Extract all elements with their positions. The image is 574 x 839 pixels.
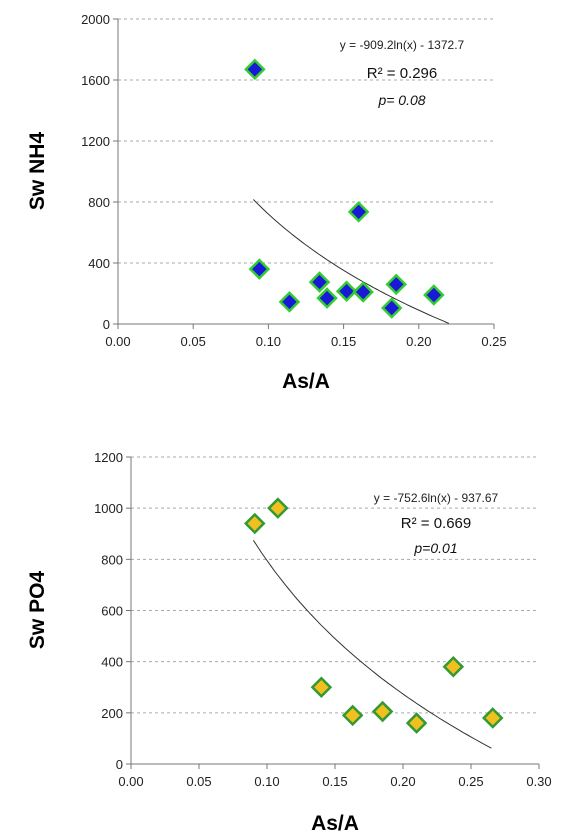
data-point: [244, 58, 266, 81]
x-tick-label: 0.05: [181, 334, 206, 349]
chart-1: 0 400 800 1200 1600 2000 0.00 0.05 0.10 0.15 0.20 0…: [26, 12, 507, 393]
data-point: [380, 297, 403, 319]
y-axis-title: Sw NH4: [26, 132, 49, 211]
y-tick-label: 1200: [94, 450, 123, 465]
data-point: [442, 656, 465, 678]
y-tick-label: 200: [101, 706, 123, 721]
trend-equation: y = -752.6ln(x) - 937.67: [374, 491, 499, 505]
data-point: [371, 700, 394, 723]
x-tick-label: 0.00: [105, 334, 130, 349]
y-tick-label: 0: [103, 317, 110, 332]
data-point: [385, 273, 408, 296]
data-point: [310, 676, 333, 699]
x-axis-title: As/A: [311, 812, 359, 835]
data-point: [481, 707, 504, 729]
y-tick-label: 600: [101, 604, 123, 619]
x-tick-label: 0.05: [186, 774, 211, 789]
data-point: [308, 271, 331, 293]
data-point: [347, 201, 370, 223]
y-tick-label: 2000: [81, 12, 110, 27]
y-tick-label: 1000: [94, 501, 123, 516]
x-tick-label: 0.15: [322, 774, 347, 789]
x-tick-label: 0.10: [254, 774, 279, 789]
x-tick-label: 0.15: [331, 334, 356, 349]
y-tick-label: 400: [101, 655, 123, 670]
x-tick-label: 0.00: [118, 774, 143, 789]
x-tick-label: 0.20: [406, 334, 431, 349]
y-axis-title: Sw PO4: [26, 571, 49, 650]
y-tick-label: 800: [101, 552, 123, 567]
y-tick-label: 0: [116, 757, 123, 772]
p-value: p= 0.08: [377, 92, 425, 108]
trend-equation: y = -909.2ln(x) - 1372.7: [340, 38, 465, 52]
data-point: [341, 704, 364, 727]
data-point: [243, 512, 266, 535]
y-tick-label: 800: [88, 195, 110, 210]
x-tick-label: 0.10: [256, 334, 281, 349]
data-point: [405, 712, 428, 734]
x-tick-label: 0.30: [526, 774, 551, 789]
x-axis-title: As/A: [282, 370, 330, 393]
data-point: [267, 497, 289, 519]
y-tick-label: 400: [88, 256, 110, 271]
data-point: [352, 281, 374, 303]
y-tick-label: 1600: [81, 73, 110, 88]
data-point: [423, 284, 445, 306]
data-point: [278, 291, 301, 313]
p-value: p=0.01: [413, 540, 457, 556]
y-tick-label: 1200: [81, 134, 110, 149]
x-tick-label: 0.25: [481, 334, 506, 349]
chart-2: 0 200 400 600 800 1000 1200 0.00 0.05 0.10 0.15 0.2…: [26, 450, 552, 835]
r-squared: R² = 0.296: [367, 65, 437, 82]
data-point: [248, 258, 271, 280]
trendline: [252, 540, 492, 749]
data-point: [316, 287, 338, 309]
trendline: [253, 199, 450, 324]
data-point: [335, 280, 358, 302]
x-tick-label: 0.25: [458, 774, 483, 789]
r-squared: R² = 0.669: [401, 515, 471, 532]
x-tick-label: 0.20: [390, 774, 415, 789]
